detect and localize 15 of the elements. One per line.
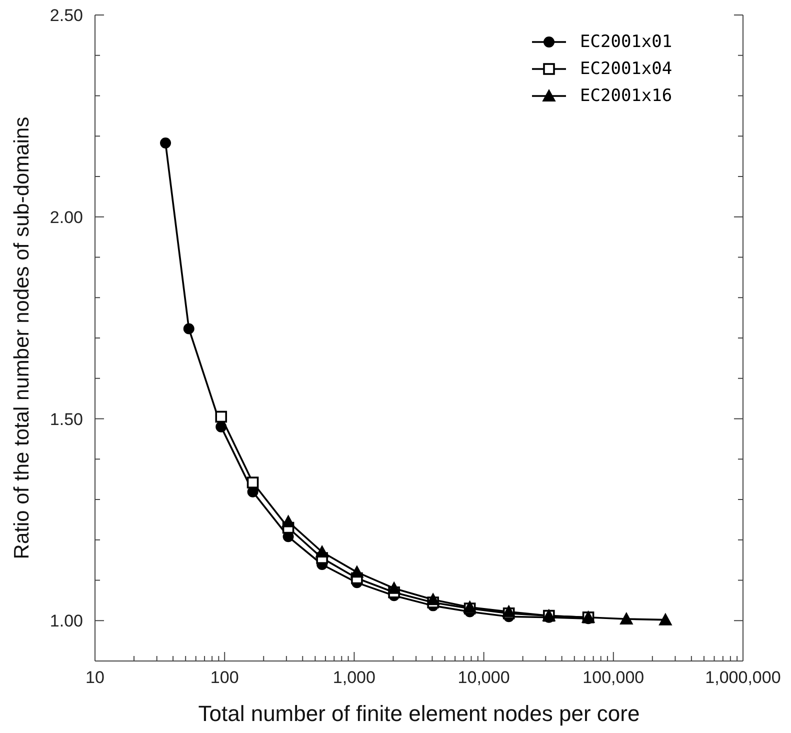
x-axis-title: Total number of finite element nodes per core xyxy=(198,701,640,726)
x-tick-label: 1,000 xyxy=(332,668,376,687)
x-tick-label: 1,000,000 xyxy=(705,668,781,687)
x-tick-label: 100,000 xyxy=(582,668,644,687)
y-tick-label: 2.50 xyxy=(50,6,83,25)
legend-label: EC2001x01 xyxy=(580,32,672,52)
y-axis-title: Ratio of the total number nodes of sub-domains xyxy=(10,116,34,560)
y-tick-label: 2.00 xyxy=(50,208,83,227)
x-tick-label: 10,000 xyxy=(458,668,510,687)
y-tick-label: 1.00 xyxy=(50,612,83,631)
x-tick-label: 10 xyxy=(86,668,104,687)
legend-label: EC2001x16 xyxy=(580,86,672,106)
legend-label: EC2001x04 xyxy=(580,58,672,78)
x-tick-label: 100 xyxy=(210,668,239,687)
y-tick-label: 1.50 xyxy=(50,410,83,429)
